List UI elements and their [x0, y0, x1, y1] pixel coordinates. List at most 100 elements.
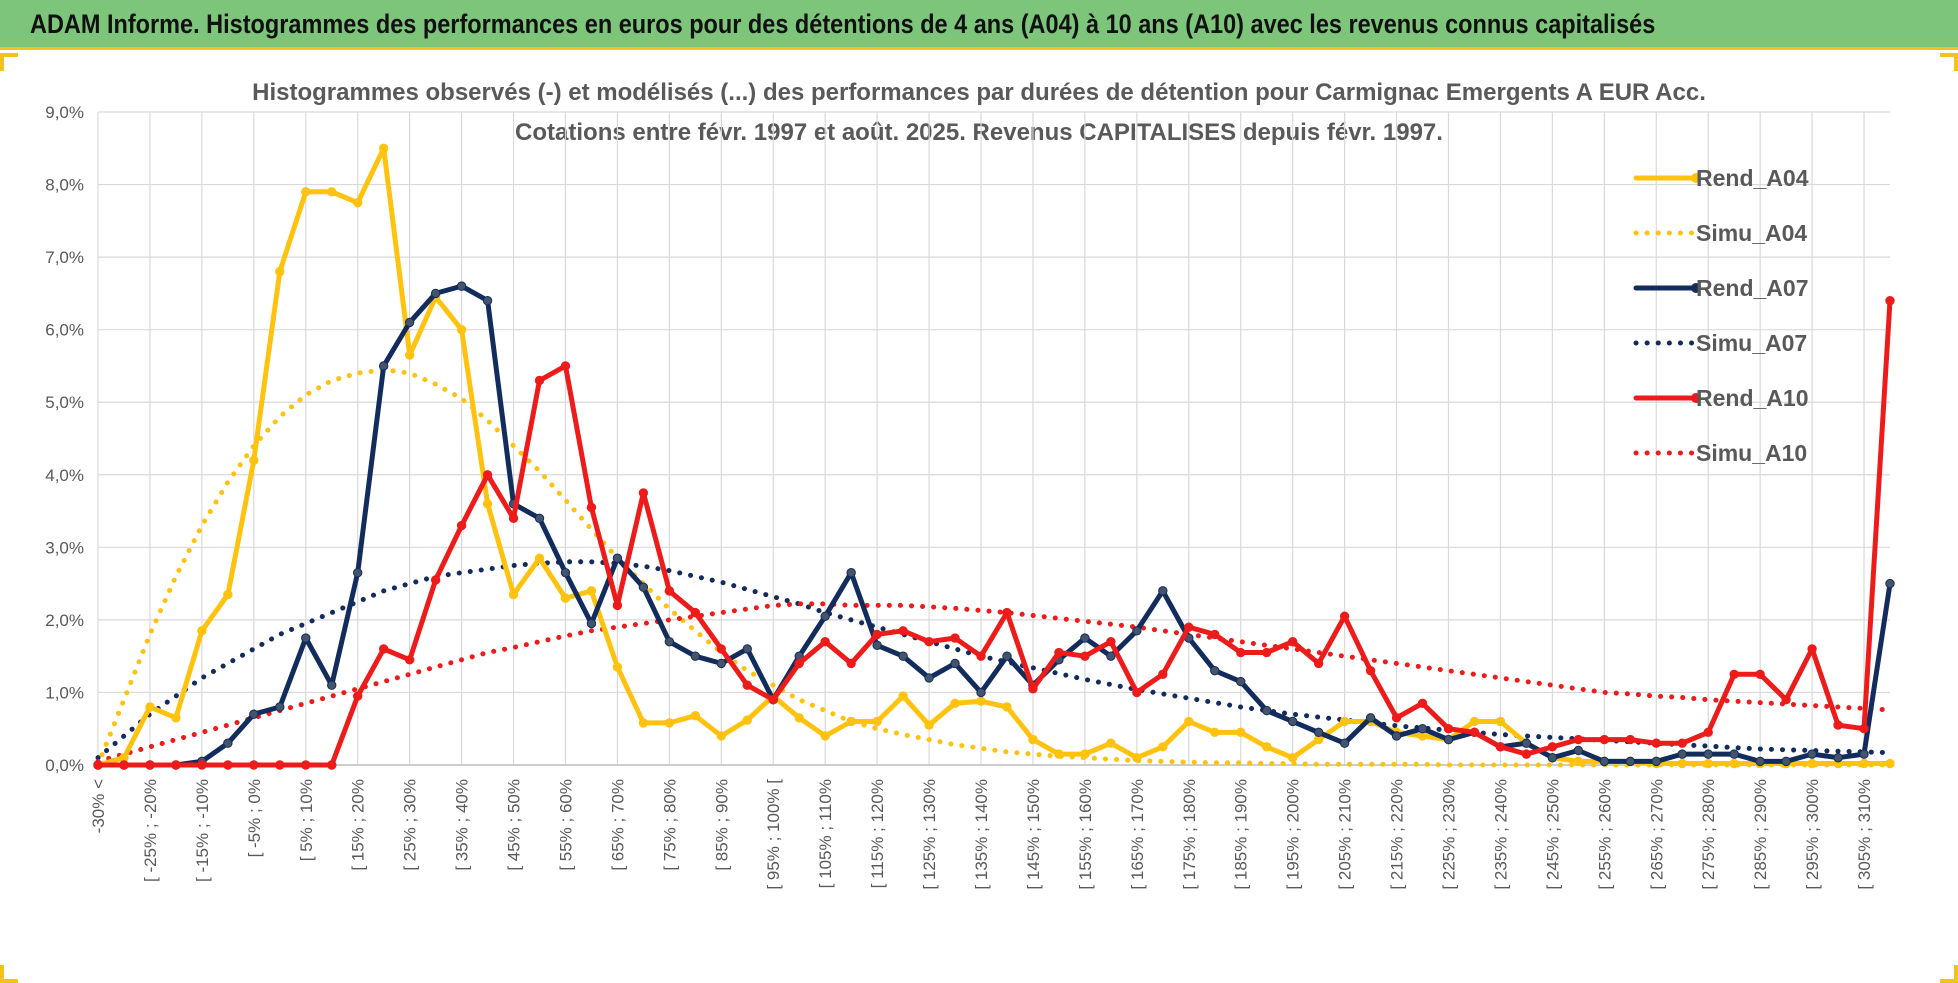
data-point-rend_a07 — [353, 568, 363, 578]
data-point-rend_a10 — [301, 760, 311, 770]
legend-label: Simu_A10 — [1696, 440, 1807, 466]
frame-corner — [0, 53, 18, 71]
data-point-rend_a10 — [1599, 734, 1610, 745]
data-point-rend_a10 — [1859, 724, 1869, 734]
data-point-rend_a10 — [664, 586, 675, 596]
data-point-rend_a07 — [1313, 727, 1324, 738]
x-tick-label: [ 295% ; 300% — [1803, 779, 1822, 890]
data-point-rend_a10 — [1729, 669, 1739, 680]
data-point-rend_a10 — [1210, 629, 1220, 640]
data-point-rend_a07 — [820, 611, 830, 621]
data-point-rend_a10 — [1469, 727, 1480, 738]
data-point-rend_a10 — [482, 470, 493, 480]
data-point-rend_a10 — [1521, 749, 1532, 759]
frame-corner — [1940, 965, 1958, 983]
data-point-rend_a10 — [223, 760, 233, 770]
x-tick-label: [ -25% ; -20% — [141, 779, 160, 882]
data-point-rend_a07 — [1729, 749, 1739, 759]
data-point-rend_a07 — [1547, 753, 1558, 763]
x-tick-label: [ 115% ; 120% — [868, 779, 887, 888]
data-point-rend_a07 — [223, 738, 233, 748]
legend-label: Rend_A07 — [1696, 275, 1808, 301]
data-point-rend_a04 — [1158, 742, 1168, 752]
legend-label: Rend_A04 — [1696, 165, 1809, 191]
x-tick-label: [ -5% ; 0% — [245, 779, 264, 857]
data-point-rend_a04 — [378, 143, 389, 153]
data-point-rend_a04 — [794, 713, 804, 723]
x-tick-label: [ 195% ; 200% — [1284, 779, 1303, 890]
x-tick-label: [ 225% ; 230% — [1439, 779, 1458, 890]
data-point-rend_a04 — [1080, 749, 1090, 759]
data-point-rend_a04 — [664, 718, 675, 728]
x-tick-label: [ -15% ; -10% — [193, 779, 212, 882]
data-point-rend_a07 — [301, 633, 311, 643]
data-point-rend_a04 — [275, 266, 285, 277]
data-point-rend_a10 — [171, 760, 181, 770]
data-point-rend_a10 — [950, 633, 960, 643]
data-point-rend_a07 — [1677, 749, 1687, 759]
report-title: ADAM Informe. Histogrammes des performan… — [30, 9, 1656, 39]
data-point-rend_a04 — [404, 350, 415, 360]
data-point-rend_a10 — [1287, 636, 1298, 647]
data-point-rend_a04 — [1885, 758, 1895, 769]
y-tick-label: 6,0% — [45, 321, 84, 340]
data-point-rend_a07 — [1755, 756, 1765, 767]
data-point-rend_a07 — [586, 618, 597, 629]
data-point-rend_a10 — [742, 680, 752, 690]
series-line-simu_a10 — [95, 601, 1893, 764]
x-tick-label: [ 105% ; 110% — [816, 779, 835, 888]
data-point-rend_a04 — [950, 698, 960, 709]
data-point-rend_a04 — [716, 731, 727, 741]
series-line-rend_a04 — [95, 145, 1893, 768]
x-tick-label: [ 85% ; 90% — [712, 779, 731, 871]
data-point-rend_a04 — [976, 696, 986, 706]
data-point-rend_a07 — [1703, 749, 1713, 759]
data-point-rend_a07 — [1236, 676, 1246, 687]
data-point-rend_a10 — [430, 575, 441, 585]
data-point-rend_a10 — [1261, 647, 1272, 658]
y-tick-label: 3,0% — [45, 538, 84, 557]
series-line-simu_a07 — [95, 559, 1893, 761]
data-point-rend_a04 — [508, 589, 519, 600]
data-point-rend_a10 — [1833, 720, 1843, 730]
y-tick-label: 0,0% — [45, 756, 84, 775]
data-point-rend_a04 — [301, 187, 311, 197]
performance-histogram-chart: 0,0% 1,0% 2,0% 3,0% 4,0% 5,0% 6,0% 7,0% 8,0% 9,0%… — [45, 103, 1895, 890]
data-point-rend_a07 — [898, 651, 908, 661]
data-point-rend_a07 — [1132, 626, 1142, 636]
data-point-rend_a10 — [1002, 607, 1012, 618]
data-point-rend_a04 — [742, 715, 752, 725]
y-tick-label: 4,0% — [45, 466, 84, 485]
data-point-rend_a07 — [742, 644, 752, 654]
x-tick-label: [ 165% ; 170% — [1128, 779, 1147, 890]
data-point-rend_a04 — [1132, 753, 1142, 763]
data-point-rend_a10 — [275, 760, 285, 770]
data-point-rend_a04 — [820, 731, 830, 741]
data-point-rend_a04 — [456, 324, 467, 335]
data-point-rend_a04 — [1002, 702, 1012, 712]
data-point-rend_a10 — [716, 644, 727, 654]
data-point-rend_a07 — [327, 680, 337, 690]
x-tick-label: [ 215% ; 220% — [1388, 779, 1407, 890]
x-tick-label: [ 25% ; 30% — [401, 779, 420, 871]
data-point-rend_a10 — [1365, 665, 1376, 676]
data-point-rend_a04 — [1287, 753, 1298, 763]
data-point-rend_a10 — [612, 600, 623, 611]
data-point-rend_a04 — [1054, 749, 1064, 759]
data-point-rend_a04 — [1469, 716, 1480, 727]
data-point-rend_a07 — [1885, 578, 1895, 589]
data-point-rend_a04 — [1184, 716, 1194, 727]
data-point-rend_a10 — [1573, 734, 1584, 745]
y-tick-label: 9,0% — [45, 103, 84, 122]
data-point-rend_a07 — [1625, 756, 1635, 767]
data-point-rend_a07 — [560, 568, 571, 578]
data-point-rend_a04 — [1703, 758, 1713, 769]
x-tick-label: [ 145% ; 150% — [1024, 779, 1043, 890]
data-point-rend_a04 — [560, 593, 571, 603]
data-point-rend_a07 — [1781, 756, 1791, 767]
data-point-rend_a10 — [378, 644, 389, 654]
x-tick-label: [ 15% ; 20% — [349, 779, 368, 871]
data-point-rend_a10 — [1417, 698, 1428, 709]
data-point-rend_a07 — [1599, 756, 1610, 767]
data-point-rend_a10 — [327, 760, 337, 770]
